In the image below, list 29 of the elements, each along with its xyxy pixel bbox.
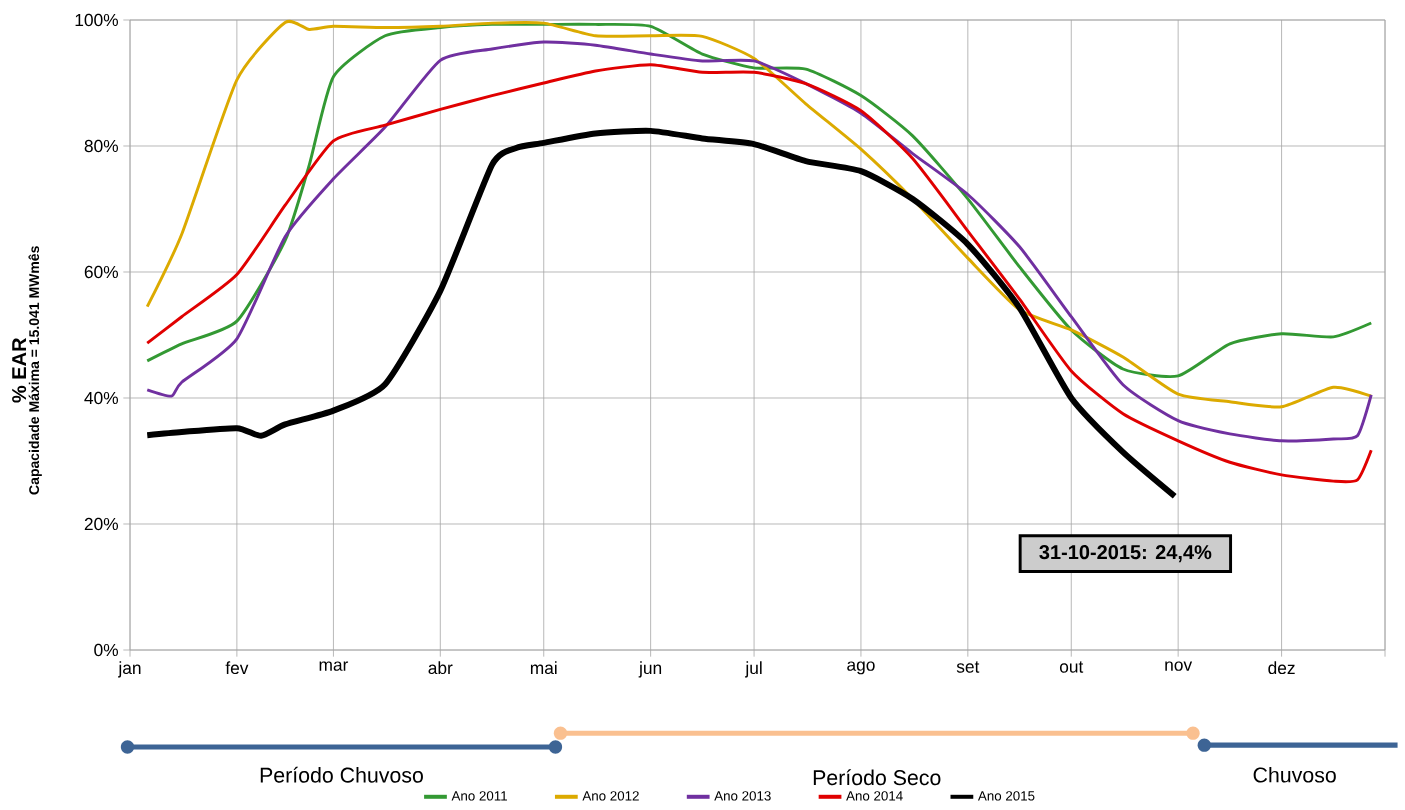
legend-label: Ano 2013 xyxy=(714,791,771,801)
y-tick-label: 100% xyxy=(75,13,119,27)
x-tick-label: jun xyxy=(638,661,662,678)
x-tick-label: set xyxy=(956,661,980,673)
text: Período Seco xyxy=(813,769,941,786)
y-tick-label: 20% xyxy=(84,517,119,531)
x-tick-label: dez xyxy=(1268,661,1295,675)
legend-label: Ano 2015 xyxy=(977,791,1035,801)
x-tick-label: mar xyxy=(319,661,349,671)
x-tick-label: jan xyxy=(118,661,141,678)
y-tick-label: 40% xyxy=(84,391,119,405)
x-tick-label: abr xyxy=(428,661,453,675)
x-tick-label: fev xyxy=(225,661,249,675)
y-tick-label: 0% xyxy=(94,643,119,657)
x-tick-label: mai xyxy=(530,661,557,675)
y-axis-title: % EAR xyxy=(12,337,27,403)
legend-label: Ano 2012 xyxy=(582,791,639,801)
x-tick-label: nov xyxy=(1165,661,1193,671)
text: Capacidade Máxima = 15.041 MWmês xyxy=(28,246,42,495)
text: Chuvoso xyxy=(1253,766,1336,783)
legend-label: Ano 2011 xyxy=(451,791,507,801)
y-tick-label: 80% xyxy=(84,139,119,153)
x-tick-label: ago xyxy=(847,661,875,675)
annotation: 31-10-2015: 24,4% xyxy=(1039,545,1212,563)
y-tick-label: 60% xyxy=(84,265,119,279)
x-tick-label: out xyxy=(1059,661,1084,673)
x-tick-label: jul xyxy=(744,661,762,678)
text: Período Chuvoso xyxy=(260,766,423,783)
legend-label: Ano 2014 xyxy=(846,791,903,801)
